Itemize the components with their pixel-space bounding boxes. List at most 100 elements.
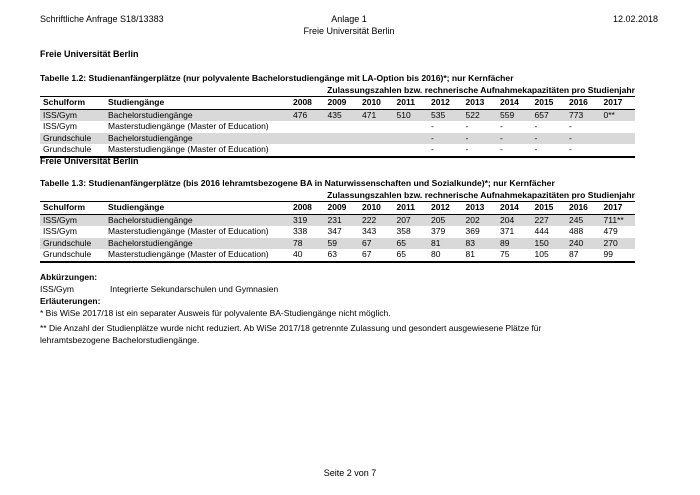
value-cell: - — [500, 132, 503, 143]
col-header-year: 2015 — [534, 97, 554, 107]
value-cell: 81 — [431, 237, 441, 248]
schulform-cell: Grundschule — [43, 249, 92, 259]
value-cell: 205 — [431, 214, 446, 225]
col-header-year: 2010 — [362, 202, 381, 212]
value-cell: 319 — [293, 214, 308, 225]
document-date: 12.02.2018 — [612, 14, 658, 24]
value-cell: 369 — [465, 226, 480, 236]
value-cell: - — [569, 132, 572, 143]
value-cell — [394, 144, 429, 157]
table-row: Grundschule Bachelorstudiengänge 78 59 6… — [40, 237, 635, 249]
col-header-year: 2016 — [569, 97, 588, 107]
col-header-year: 2009 — [327, 97, 347, 107]
page-header: Schriftliche Anfrage S18/13383 Anlage 1 … — [40, 13, 658, 37]
table-header-row: Schulform Studiengänge 2008 2009 2010 20… — [40, 96, 635, 109]
col-header-year: 2008 — [293, 202, 312, 212]
col-header-year: 2012 — [431, 202, 450, 212]
value-cell: 347 — [327, 226, 342, 236]
note-single-asterisk: * Bis WiSe 2017/18 ist ein separater Aus… — [40, 308, 391, 318]
studiengang-cell: Masterstudiengänge (Master of Education) — [108, 144, 269, 154]
value-cell: 379 — [431, 226, 446, 236]
value-cell: 231 — [327, 214, 342, 225]
value-cell — [290, 121, 325, 133]
section-heading-university-2: Freie Universität Berlin — [40, 156, 139, 166]
studiengang-cell: Masterstudiengänge (Master of Education) — [108, 226, 269, 236]
table-1-3-subcaption: Zulassungszahlen bzw. rechnerische Aufna… — [327, 190, 635, 200]
value-cell: - — [569, 121, 572, 131]
col-header-year: 2015 — [534, 202, 554, 212]
table-1-2: Schulform Studiengänge 2008 2009 2010 20… — [40, 96, 635, 158]
table-header-row: Schulform Studiengänge 2008 2009 2010 20… — [40, 201, 635, 214]
note-double-asterisk: ** Die Anzahl der Studienplätze wurde ni… — [40, 323, 542, 345]
value-cell: 202 — [465, 214, 480, 225]
value-cell: - — [534, 121, 538, 131]
value-cell: 59 — [327, 237, 337, 248]
table-row: ISS/Gym Bachelorstudiengänge 476 435 471… — [40, 109, 635, 121]
table-row: Grundschule Bachelorstudiengänge - - - -… — [40, 132, 636, 145]
value-cell: 80 — [431, 249, 441, 259]
col-header-year: 2016 — [569, 202, 588, 212]
abbreviation-term: ISS/Gym — [40, 284, 75, 294]
value-cell: 207 — [396, 214, 411, 225]
col-header-studiengaenge: Studiengänge — [108, 202, 165, 212]
abbreviation-entry: ISS/Gym Integrierte Sekundarschulen und … — [40, 283, 635, 295]
value-cell — [601, 133, 636, 145]
schulform-cell: ISS/Gym — [43, 109, 78, 120]
value-cell: 204 — [500, 214, 515, 225]
institution-name: Freie Universität Berlin — [303, 26, 395, 36]
table-1-3-caption: Tabelle 1.3: Studienanfängerplätze (bis … — [40, 178, 555, 188]
value-cell: 444 — [534, 226, 549, 236]
col-header-year: 2013 — [465, 202, 485, 212]
value-cell: 773 — [569, 109, 584, 120]
schulform-cell: ISS/Gym — [43, 121, 78, 131]
notes-heading: Erläuterungen: — [40, 296, 101, 306]
value-cell: 510 — [396, 109, 411, 120]
value-cell: 105 — [534, 249, 549, 259]
value-cell: 371 — [500, 226, 515, 236]
value-cell: 89 — [500, 237, 510, 248]
value-cell: - — [534, 144, 538, 154]
value-cell: 99 — [603, 249, 613, 259]
value-cell — [290, 144, 325, 157]
col-header-year: 2013 — [465, 97, 485, 107]
value-cell: 476 — [293, 109, 308, 120]
value-cell — [394, 121, 429, 133]
value-cell: 435 — [327, 109, 342, 120]
value-cell: 81 — [465, 249, 475, 259]
table-row: Grundschule Masterstudiengänge (Master o… — [40, 249, 635, 262]
col-header-schulform: Schulform — [43, 202, 86, 212]
schulform-cell: Grundschule — [43, 144, 92, 154]
value-cell — [359, 144, 394, 157]
studiengang-cell: Bachelorstudiengänge — [108, 132, 193, 143]
value-cell: 222 — [362, 214, 377, 225]
value-cell: 479 — [603, 226, 618, 236]
value-cell: - — [465, 121, 469, 131]
col-header-year: 2011 — [396, 202, 415, 212]
section-heading-university-1: Freie Universität Berlin — [40, 49, 139, 59]
value-cell: 40 — [293, 249, 303, 259]
value-cell: 711** — [603, 214, 624, 225]
value-cell: 67 — [362, 237, 372, 248]
col-header-year: 2014 — [500, 97, 519, 107]
value-cell: - — [465, 132, 469, 143]
schulform-cell: ISS/Gym — [43, 226, 78, 236]
value-cell: 78 — [293, 237, 303, 248]
table-1-2-caption: Tabelle 1.2: Studienanfängerplätze (nur … — [40, 73, 514, 83]
value-cell: - — [431, 121, 434, 131]
value-cell: 358 — [396, 226, 411, 236]
studiengang-cell: Bachelorstudiengänge — [108, 214, 193, 225]
col-header-year: 2009 — [327, 202, 347, 212]
value-cell — [601, 121, 636, 133]
value-cell: 0** — [603, 109, 615, 120]
table-row: ISS/Gym Masterstudiengänge (Master of Ed… — [40, 226, 635, 238]
col-header-year: 2017 — [603, 202, 623, 212]
value-cell: - — [534, 132, 538, 143]
value-cell: 227 — [534, 214, 549, 225]
value-cell — [325, 121, 360, 133]
value-cell: 83 — [465, 237, 475, 248]
studiengang-cell: Masterstudiengänge (Master of Education) — [108, 121, 269, 131]
col-header-year: 2012 — [431, 97, 450, 107]
value-cell: - — [569, 144, 572, 154]
header-center: Anlage 1 Freie Universität Berlin — [233, 13, 465, 37]
value-cell: - — [500, 121, 503, 131]
